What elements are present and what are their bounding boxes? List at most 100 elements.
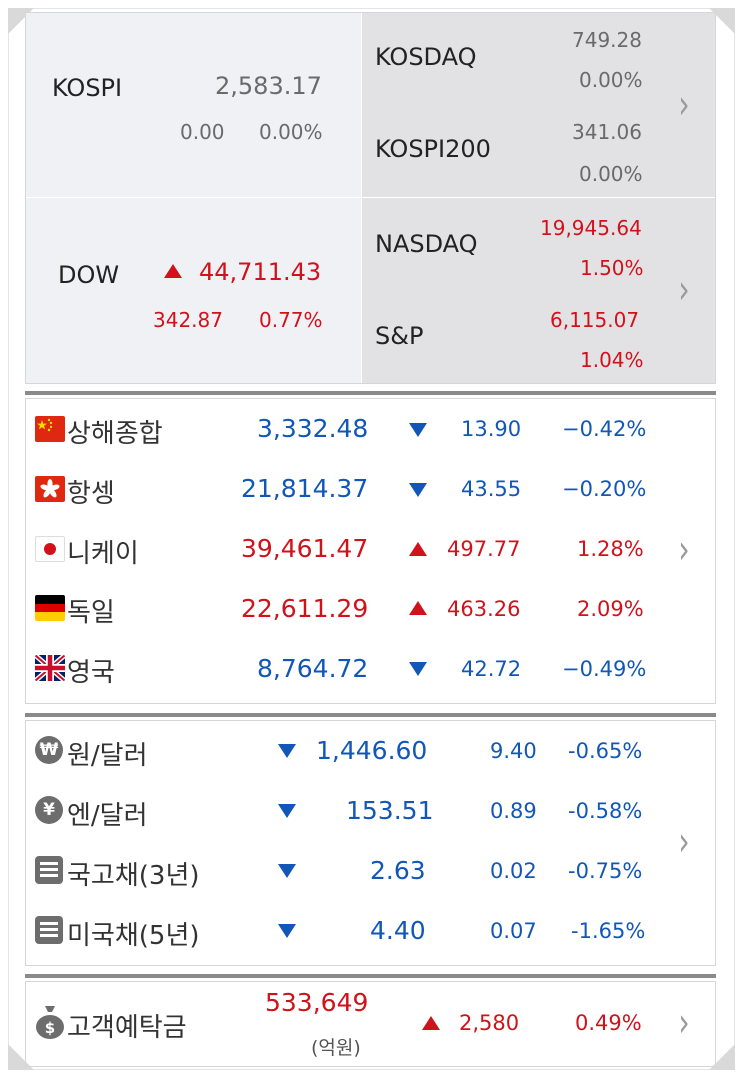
fx-name-won: 원/달러 — [67, 741, 148, 771]
down-arrow-icon — [278, 804, 296, 818]
hongkong-flag-icon — [35, 476, 65, 502]
won-icon: ₩ — [35, 736, 63, 764]
world-index-panel[interactable] — [25, 398, 716, 704]
down-arrow-icon — [409, 483, 427, 497]
yen-icon: ¥ — [35, 796, 63, 824]
bond-value-us5y: 4.40 — [370, 916, 426, 945]
nasdaq-label: NASDAQ — [375, 230, 478, 258]
kospi-cell[interactable] — [26, 13, 361, 197]
corner-decoration — [709, 1044, 735, 1070]
dow-cell[interactable] — [26, 198, 361, 383]
kosdaq-label: KOSDAQ — [375, 43, 477, 71]
bond-value-kr3y: 2.63 — [370, 856, 426, 885]
dow-value: 44,711.43 — [199, 258, 322, 286]
up-arrow-icon — [409, 542, 427, 556]
world-pct-uk: −0.49% — [562, 657, 647, 681]
bond-pct-kr3y: -0.75% — [568, 859, 643, 883]
svg-text:$: $ — [45, 1019, 55, 1037]
kospi-pct: 0.00% — [259, 120, 323, 144]
dow-pct: 0.77% — [259, 308, 323, 332]
kospi-change: 0.00 — [180, 120, 225, 144]
world-name-uk: 영국 — [67, 658, 115, 688]
world-change-uk: 42.72 — [461, 657, 522, 681]
kospi-value: 2,583.17 — [215, 72, 322, 100]
kosdaq-value: 749.28 — [572, 28, 642, 52]
section-divider — [25, 391, 716, 395]
down-arrow-icon — [278, 744, 296, 758]
section-divider — [25, 974, 716, 978]
kospi200-pct: 0.00% — [579, 162, 643, 186]
dow-change: 342.87 — [153, 308, 223, 332]
down-arrow-icon — [278, 864, 296, 878]
section-divider — [25, 713, 716, 717]
dow-label: DOW — [58, 261, 120, 289]
deposit-unit: (억원) — [311, 1037, 361, 1059]
fx-change-yen: 0.89 — [490, 799, 537, 823]
bond-change-kr3y: 0.02 — [490, 859, 537, 883]
fx-change-won: 9.40 — [490, 739, 537, 763]
kospi-label: KOSPI — [52, 74, 123, 102]
world-name-shanghai: 상해종합 — [67, 419, 163, 449]
deposit-label: 고객예탁금 — [67, 1013, 187, 1043]
bond-change-us5y: 0.07 — [490, 919, 537, 943]
fx-bond-panel[interactable] — [25, 720, 716, 966]
money-bag-icon: $ — [34, 1004, 66, 1040]
corner-decoration — [8, 1044, 34, 1070]
down-arrow-icon — [409, 423, 427, 437]
deposit-value: 533,649 — [265, 988, 369, 1017]
world-value-nikkei: 39,461.47 — [241, 534, 369, 563]
bond-list-icon — [35, 856, 63, 884]
bond-pct-us5y: -1.65% — [571, 919, 646, 943]
kosdaq-pct: 0.00% — [579, 68, 643, 92]
world-name-germany: 독일 — [67, 598, 115, 628]
germany-flag-icon — [35, 595, 65, 621]
kospi200-value: 341.06 — [572, 120, 642, 144]
fx-name-yen: 엔/달러 — [67, 801, 148, 831]
chevron-right-icon[interactable]: › — [678, 82, 690, 128]
china-flag-icon — [35, 416, 65, 442]
world-pct-hangseng: −0.20% — [562, 477, 647, 501]
world-value-germany: 22,611.29 — [241, 594, 369, 623]
up-arrow-icon — [422, 1016, 440, 1030]
uk-flag-icon — [35, 655, 65, 681]
major-index-panel — [25, 12, 716, 384]
deposit-change: 2,580 — [459, 1011, 520, 1035]
bond-name-us5y: 미국채(5년) — [67, 921, 200, 951]
sp-value: 6,115.07 — [550, 308, 640, 332]
up-arrow-icon — [409, 601, 427, 615]
world-name-hangseng: 항셍 — [67, 479, 115, 509]
bond-name-kr3y: 국고채(3년) — [67, 861, 200, 891]
down-arrow-icon — [278, 924, 296, 938]
deposit-pct: 0.49% — [575, 1011, 642, 1035]
kospi200-label: KOSPI200 — [375, 135, 491, 163]
down-arrow-icon — [409, 662, 427, 676]
chevron-right-icon[interactable]: › — [678, 267, 690, 313]
chevron-right-icon[interactable]: › — [678, 1000, 690, 1046]
kosdaq-kospi200-cell[interactable] — [362, 13, 715, 197]
world-value-hangseng: 21,814.37 — [241, 474, 369, 503]
nasdaq-sp-cell[interactable] — [362, 198, 715, 383]
nasdaq-value: 19,945.64 — [540, 216, 642, 240]
deposit-panel[interactable] — [25, 981, 716, 1067]
fx-pct-yen: -0.58% — [568, 799, 643, 823]
japan-flag-icon — [35, 536, 65, 562]
world-change-nikkei: 497.77 — [447, 537, 521, 561]
world-change-germany: 463.26 — [447, 597, 521, 621]
world-name-nikkei: 니케이 — [67, 539, 139, 569]
bond-list-icon — [35, 916, 63, 944]
chevron-right-icon[interactable]: › — [678, 819, 690, 865]
sp-pct: 1.04% — [580, 348, 644, 372]
sp-label: S&P — [375, 322, 424, 350]
fx-pct-won: -0.65% — [568, 739, 643, 763]
up-arrow-icon — [164, 264, 182, 278]
world-change-hangseng: 43.55 — [461, 477, 522, 501]
nasdaq-pct: 1.50% — [580, 256, 644, 280]
fx-value-won: 1,446.60 — [316, 736, 428, 765]
world-pct-nikkei: 1.28% — [577, 537, 644, 561]
world-change-shanghai: 13.90 — [461, 417, 522, 441]
world-value-shanghai: 3,332.48 — [257, 414, 369, 443]
world-value-uk: 8,764.72 — [257, 654, 369, 683]
world-pct-shanghai: −0.42% — [562, 417, 647, 441]
chevron-right-icon[interactable]: › — [678, 527, 690, 573]
divider — [26, 197, 715, 198]
